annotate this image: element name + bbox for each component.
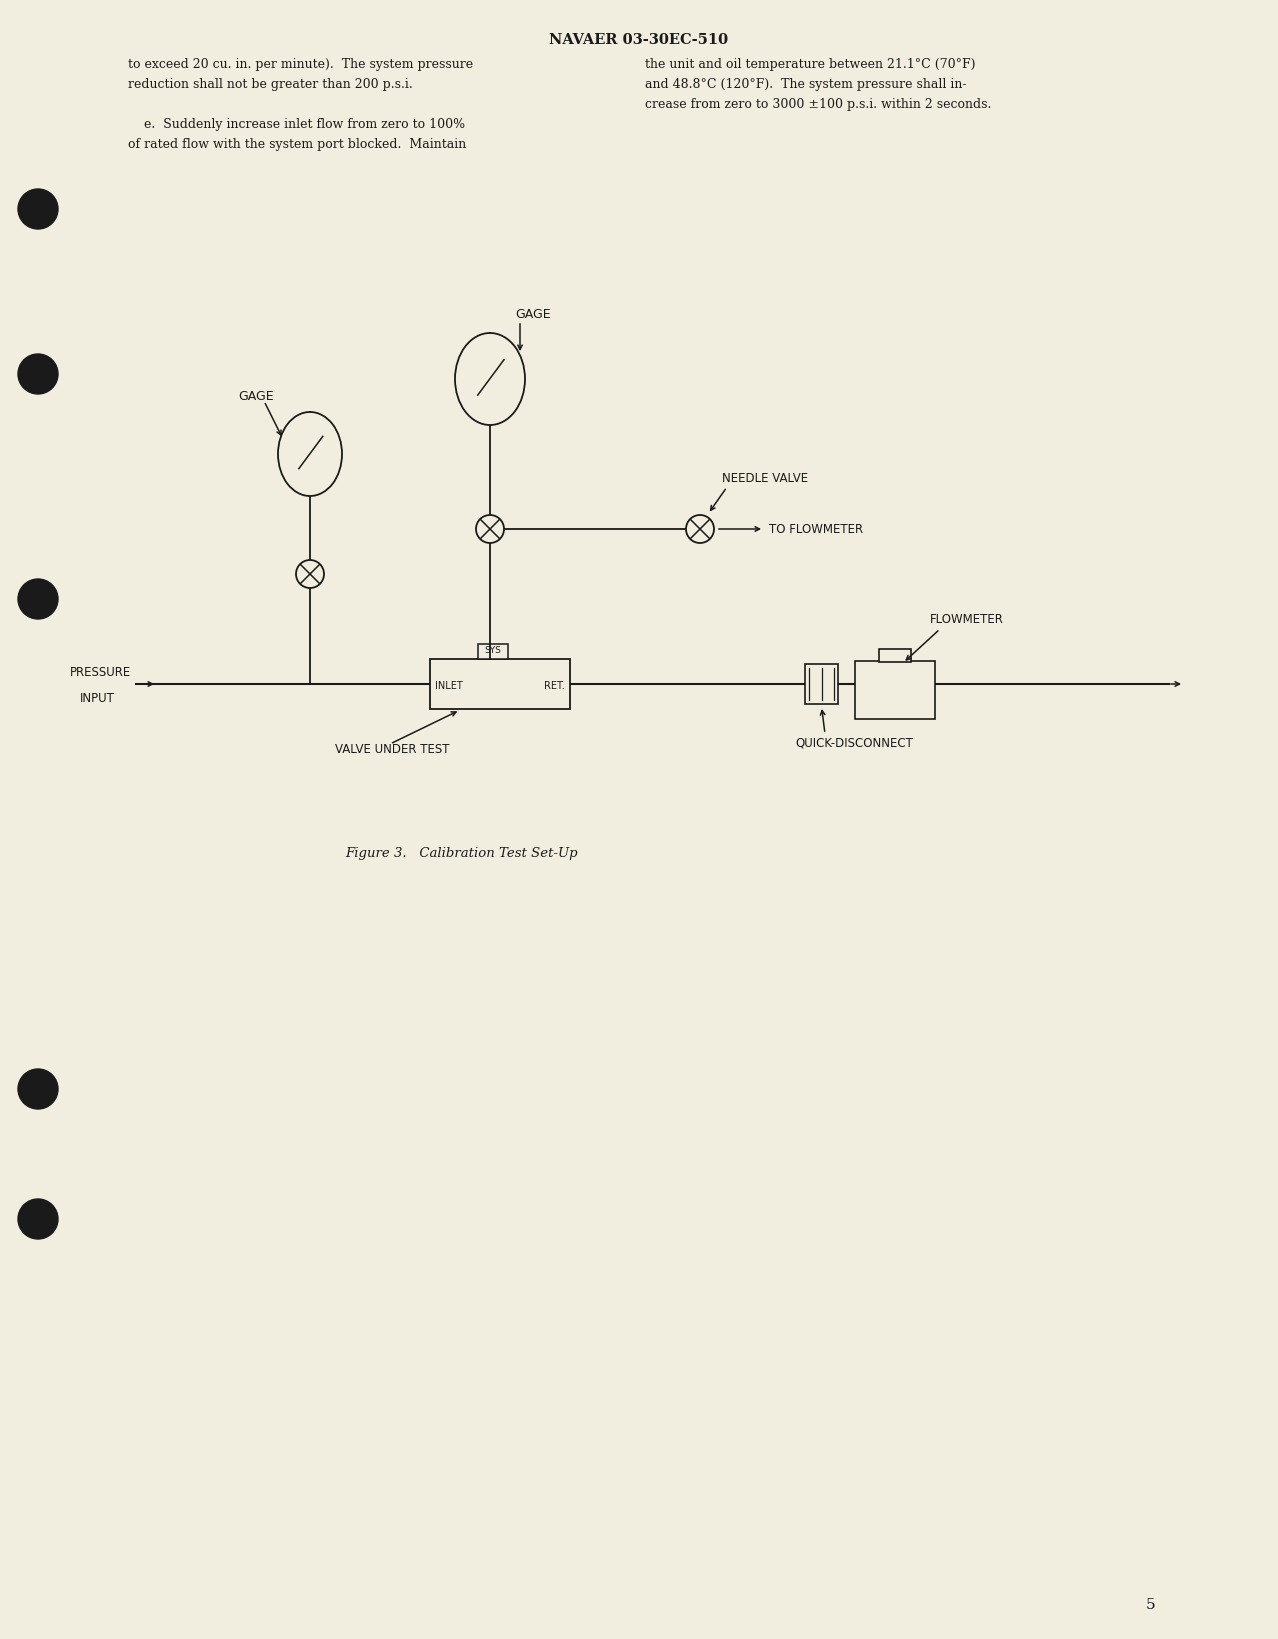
Text: PRESSURE: PRESSURE xyxy=(70,665,132,679)
Text: NEEDLE VALVE: NEEDLE VALVE xyxy=(722,472,808,484)
Text: GAGE: GAGE xyxy=(238,390,273,403)
Text: FLOWMETER: FLOWMETER xyxy=(930,613,1005,626)
Text: QUICK-DISCONNECT: QUICK-DISCONNECT xyxy=(795,736,912,749)
Ellipse shape xyxy=(455,334,525,426)
Text: and 48.8°C (120°F).  The system pressure shall in-: and 48.8°C (120°F). The system pressure … xyxy=(645,79,966,90)
Bar xyxy=(805,664,838,705)
Text: INPUT: INPUT xyxy=(81,692,115,705)
Text: TO FLOWMETER: TO FLOWMETER xyxy=(769,523,863,536)
Bar xyxy=(879,649,911,662)
Text: e.  Suddenly increase inlet flow from zero to 100%: e. Suddenly increase inlet flow from zer… xyxy=(128,118,465,131)
Text: Figure 3.   Calibration Test Set-Up: Figure 3. Calibration Test Set-Up xyxy=(345,846,578,859)
Bar xyxy=(429,659,570,710)
Circle shape xyxy=(296,561,325,588)
Circle shape xyxy=(18,580,58,620)
Circle shape xyxy=(18,354,58,395)
Bar xyxy=(855,662,935,720)
Circle shape xyxy=(18,1069,58,1110)
Text: VALVE UNDER TEST: VALVE UNDER TEST xyxy=(335,742,450,756)
Circle shape xyxy=(686,516,714,544)
Circle shape xyxy=(18,1200,58,1239)
Text: GAGE: GAGE xyxy=(515,308,551,321)
Text: reduction shall not be greater than 200 p.s.i.: reduction shall not be greater than 200 … xyxy=(128,79,413,90)
Ellipse shape xyxy=(279,413,343,497)
Text: 5: 5 xyxy=(1145,1596,1155,1611)
Circle shape xyxy=(475,516,504,544)
Bar xyxy=(478,644,507,659)
Text: to exceed 20 cu. in. per minute).  The system pressure: to exceed 20 cu. in. per minute). The sy… xyxy=(128,57,473,70)
Text: of rated flow with the system port blocked.  Maintain: of rated flow with the system port block… xyxy=(128,138,466,151)
Text: the unit and oil temperature between 21.1°C (70°F): the unit and oil temperature between 21.… xyxy=(645,57,975,70)
Text: SYS: SYS xyxy=(484,646,501,654)
Text: crease from zero to 3000 ±100 p.s.i. within 2 seconds.: crease from zero to 3000 ±100 p.s.i. wit… xyxy=(645,98,992,111)
Text: RET.: RET. xyxy=(544,680,565,690)
Circle shape xyxy=(18,190,58,229)
Text: NAVAER 03-30EC-510: NAVAER 03-30EC-510 xyxy=(550,33,728,48)
Text: INLET: INLET xyxy=(435,680,463,690)
